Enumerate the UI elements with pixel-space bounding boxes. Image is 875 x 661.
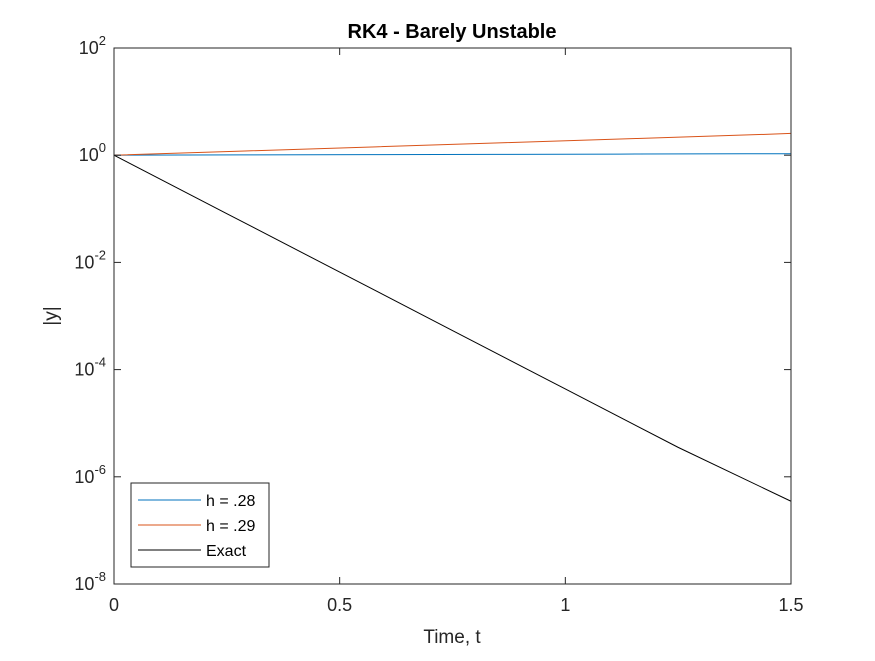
y-tick-label: 10-4: [74, 355, 106, 380]
series-line-h028: [113, 153, 792, 156]
y-tick-label: 10-6: [74, 462, 106, 487]
legend: h = .28 h = .29 Exact: [130, 482, 270, 568]
x-tick-label: 0: [109, 595, 119, 615]
y-tick-label: 10-8: [74, 569, 106, 594]
y-tick-label: 102: [79, 33, 106, 58]
x-tick-label: 1.5: [778, 595, 803, 615]
legend-label-h028: h = .28: [206, 493, 255, 510]
chart-title: RK4 - Barely Unstable: [348, 21, 557, 43]
series-line-exact: [113, 154, 792, 502]
series-layer: [113, 132, 792, 502]
legend-label-h029: h = .29: [206, 518, 255, 535]
series-line-h029: [113, 132, 792, 156]
y-tick-label: 100: [79, 140, 106, 165]
x-axis-label: Time, t: [423, 627, 481, 648]
axes-box: [113, 47, 792, 585]
y-tick-label: 10-2: [74, 247, 106, 272]
x-tick-label: 0.5: [327, 595, 352, 615]
ticks-layer: 0 0.5 1 1.5 10-8 10-6 10-4 10-2 100 102: [74, 33, 803, 615]
x-tick-label: 1: [560, 595, 570, 615]
y-axis-label: |y|: [41, 306, 62, 325]
legend-label-exact: Exact: [206, 543, 247, 560]
